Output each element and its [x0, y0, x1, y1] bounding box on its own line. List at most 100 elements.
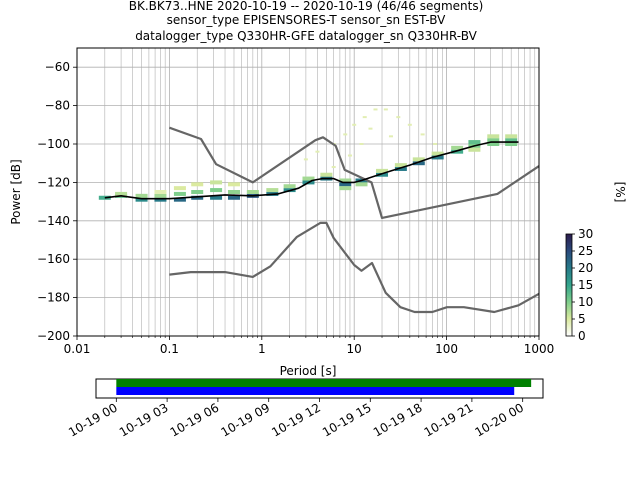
timeline-tick-label: 10-19 12 — [269, 400, 323, 439]
x-tick-label: 10 — [347, 342, 362, 356]
timeline-bars — [116, 379, 532, 395]
psd-outlier-cell — [433, 143, 438, 145]
y-tick-label: −140 — [37, 214, 70, 228]
colorbar-tick-label: 0 — [578, 329, 586, 343]
psd-density-cell — [339, 182, 352, 187]
psd-density-cell — [505, 138, 518, 143]
colorbar-ticks: 0 5 10 15 20 25 30 — [572, 227, 593, 343]
timeline-tick-label: 10-19 00 — [66, 400, 120, 439]
psd-density-cell — [487, 142, 500, 146]
x-axis: 0.01 0.1 1 10 100 1000 — [64, 336, 555, 356]
psd-density-cell — [505, 142, 518, 146]
psd-density-cell — [487, 138, 500, 143]
psd-outlier-cell — [362, 116, 367, 119]
psd-density-cell — [505, 134, 518, 139]
title-line-1: BK.BK73..HNE 2020-10-19 -- 2020-10-19 (4… — [129, 0, 484, 13]
psd-density-cell — [302, 176, 315, 181]
line-mode — [104, 141, 519, 200]
colorbar-tick-label: 5 — [578, 312, 586, 326]
y-axis: −60 −80 −100 −120 −140 −160 −180 −200 — [37, 60, 77, 343]
psd-density-cell — [191, 195, 204, 200]
y-tick-label: −160 — [37, 252, 70, 266]
y-tick-label: −100 — [37, 137, 70, 151]
psd-density-cell — [394, 166, 407, 171]
psd-density-cell — [412, 157, 425, 162]
psd-density-cell — [451, 145, 464, 150]
timeline-tick-label: 10-19 21 — [422, 400, 476, 439]
psd-outlier-cell — [388, 135, 393, 138]
psd-density-cell — [227, 182, 240, 187]
psd-density-cell — [210, 188, 223, 193]
psd-outlier-cell — [315, 150, 320, 153]
x-axis-label: Period [s] — [280, 364, 337, 378]
psd-density-cell — [339, 178, 352, 183]
psd-density-cell — [173, 186, 186, 191]
psd-outlier-cell — [359, 143, 364, 145]
colorbar-scale — [565, 233, 573, 337]
colorbar-tick-label: 20 — [578, 261, 593, 275]
x-tick-label: 0.01 — [64, 342, 91, 356]
psd-outlier-cell — [368, 127, 373, 130]
psd-density-cell — [339, 186, 352, 191]
psd-outlier-cell — [303, 158, 308, 161]
psd-outlier-cell — [352, 123, 357, 126]
psd-plot: 0.01 0.1 1 10 100 1000 −60 −80 −100 −120 −140 −160… — [9, 47, 555, 378]
psd-outlier-cell — [383, 108, 388, 111]
y-tick-label: −180 — [37, 291, 70, 305]
timeline-tick-label: 10-19 15 — [320, 400, 374, 439]
psd-density-cell — [115, 191, 128, 196]
x-tick-label: 100 — [435, 342, 458, 356]
psd-density-cell — [227, 190, 240, 194]
psd-density-cell — [376, 168, 389, 173]
psd-density-cell — [412, 161, 425, 166]
psd-outlier-cell — [347, 154, 352, 157]
psd-density-cell — [173, 197, 186, 202]
x-tick-label: 1000 — [524, 342, 555, 356]
psd-outlier-cell — [331, 166, 336, 169]
psd-density — [98, 108, 518, 202]
colorbar-tick-label: 15 — [578, 278, 593, 292]
psd-density-cell — [376, 172, 389, 177]
psd-density-cell — [431, 155, 444, 160]
timeline-bar-bottom — [116, 387, 515, 395]
psd-density-cell — [468, 147, 481, 152]
psd-density-cell — [468, 140, 481, 145]
psd-density-cell — [173, 191, 186, 196]
psd-density-cell — [431, 151, 444, 156]
psd-density-cell — [266, 188, 279, 193]
colorbar-tick-label: 10 — [578, 295, 593, 309]
line-noise-model-low — [169, 221, 540, 314]
psd-density-cell — [227, 195, 240, 200]
y-axis-label: Power [dB] — [9, 159, 23, 224]
psd-outlier-cell — [420, 133, 425, 136]
colorbar-tick-label: 30 — [578, 227, 593, 241]
psd-density-cell — [320, 172, 333, 177]
timeline-tick-label: 10-19 03 — [117, 400, 171, 439]
psd-density-cell — [246, 190, 259, 194]
grid — [76, 48, 539, 337]
psd-density-cell — [451, 149, 464, 154]
timeline-tick-label: 10-19 18 — [371, 400, 425, 439]
psd-density-cell — [355, 182, 368, 187]
lines — [104, 126, 540, 314]
psd-density-cell — [210, 195, 223, 200]
psd-density-cell — [394, 163, 407, 168]
psd-density-cell — [191, 190, 204, 194]
psd-density-cell — [135, 197, 148, 202]
psd-density-cell — [154, 193, 167, 198]
timeline-tick-label: 10-19 09 — [218, 400, 272, 439]
psd-density-cell — [154, 197, 167, 202]
y-tick-label: −80 — [45, 99, 70, 113]
psd-density-cell — [283, 184, 296, 189]
psd-density-cell — [487, 134, 500, 139]
title-line-3: datalogger_type Q330HR-GFE datalogger_sn… — [135, 29, 477, 43]
psd-outlier-cell — [396, 116, 401, 119]
line-noise-model-high — [169, 126, 540, 219]
x-tick-label: 0.1 — [160, 342, 179, 356]
timeline-bar-top — [116, 379, 532, 387]
timeline-tick-label: 10-20 00 — [472, 400, 526, 439]
timeline-tick-label: 10-19 06 — [168, 400, 222, 439]
psd-density-cell — [191, 182, 204, 187]
psd-outlier-cell — [373, 108, 378, 111]
